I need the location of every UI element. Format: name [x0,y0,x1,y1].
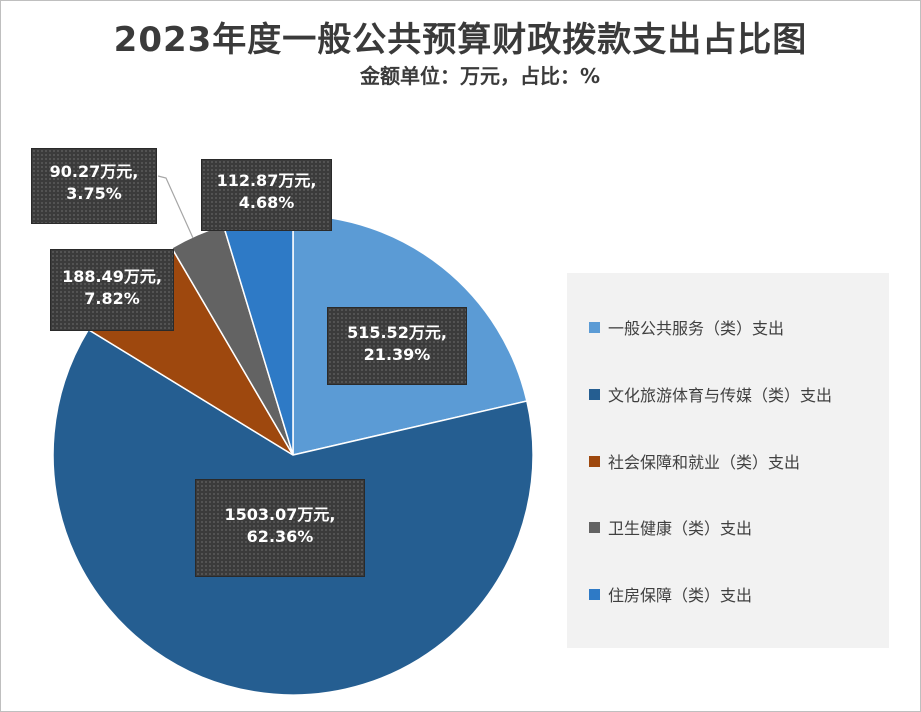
data-label: 515.52万元, 21.39% [327,307,467,385]
legend-item: 一般公共服务（类）支出 [589,315,784,339]
legend-swatch [589,455,600,467]
data-label: 1503.07万元, 62.36% [195,479,365,577]
legend-label: 社会保障和就业（类）支出 [608,453,801,472]
legend-swatch [589,388,600,400]
legend-item: 文化旅游体育与传媒（类）支出 [589,382,832,406]
leader-line [157,175,194,239]
legend-item: 卫生健康（类）支出 [589,515,752,539]
legend-item: 住房保障（类）支出 [589,582,752,606]
legend-item: 社会保障和就业（类）支出 [589,449,800,473]
legend-label: 文化旅游体育与传媒（类）支出 [608,386,833,405]
chart-title: 2023年度一般公共预算财政拨款支出占比图 [113,20,808,60]
data-label: 188.49万元, 7.82% [50,249,174,331]
legend-swatch [589,321,600,333]
legend-label: 住房保障（类）支出 [608,586,753,605]
chart-subtitle: 金额单位：万元，占比：% [359,64,601,88]
legend-swatch [589,588,600,600]
legend-label: 卫生健康（类）支出 [608,519,753,538]
data-label: 90.27万元, 3.75% [31,148,157,224]
legend-swatch [589,521,600,533]
data-label: 112.87万元, 4.68% [201,159,332,231]
legend: 一般公共服务（类）支出 文化旅游体育与传媒（类）支出 社会保障和就业（类）支出 … [567,273,889,648]
legend-label: 一般公共服务（类）支出 [608,319,785,338]
